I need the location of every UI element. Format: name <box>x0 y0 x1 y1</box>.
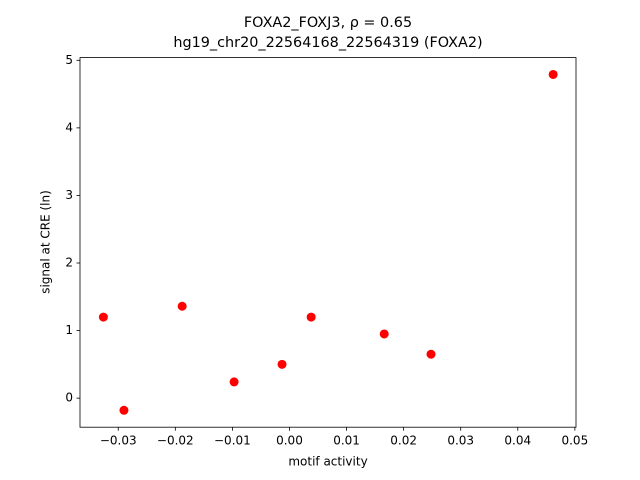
point <box>379 329 389 339</box>
y-tick-label: 1 <box>65 323 73 337</box>
point <box>177 301 187 311</box>
x-tick-label: 0.02 <box>390 434 417 448</box>
point <box>229 377 239 387</box>
x-tick-label: −0.03 <box>100 434 137 448</box>
y-tick-label: 2 <box>65 256 73 270</box>
x-axis-label: motif activity <box>288 455 367 469</box>
x-tick-label: 0.04 <box>504 434 531 448</box>
y-tick-label: 0 <box>65 391 73 405</box>
y-tick-label: 4 <box>65 120 73 134</box>
x-tick-label: −0.01 <box>214 434 251 448</box>
point <box>426 349 436 359</box>
point <box>98 312 108 322</box>
x-tick-label: 0.03 <box>447 434 474 448</box>
point <box>119 405 129 415</box>
y-axis-label: signal at CRE (ln) <box>39 190 53 294</box>
point <box>277 359 287 369</box>
point <box>306 312 316 322</box>
x-tick-label: 0.01 <box>333 434 360 448</box>
x-tick-label: −0.02 <box>157 434 194 448</box>
x-tick-label: 0.00 <box>276 434 303 448</box>
x-tick-label: 0.05 <box>561 434 588 448</box>
plot-frame <box>79 57 577 428</box>
chart-title: FOXA2_FOXJ3, ρ = 0.65 <box>244 15 412 31</box>
y-tick-label: 3 <box>65 188 73 202</box>
chart-subtitle: hg19_chr20_22564168_22564319 (FOXA2) <box>173 35 482 51</box>
point <box>548 69 558 79</box>
y-tick-label: 5 <box>65 53 73 67</box>
